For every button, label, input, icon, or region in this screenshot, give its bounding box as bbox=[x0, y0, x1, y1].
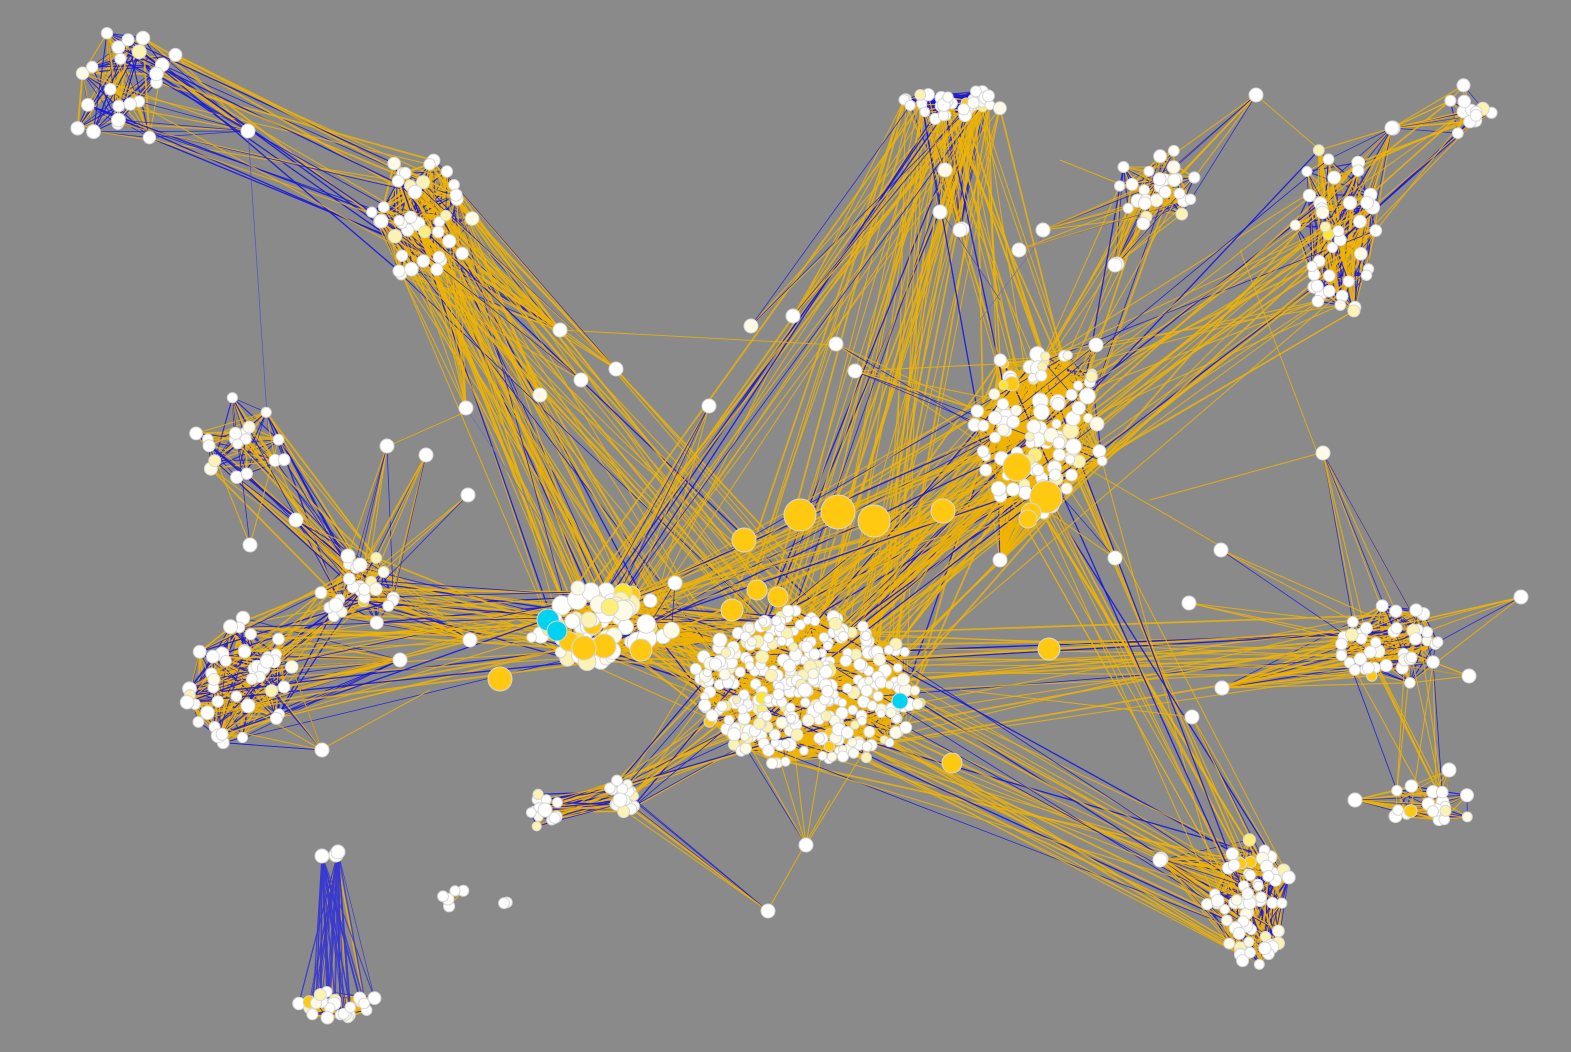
graph-edge bbox=[1353, 127, 1393, 311]
graph-edge bbox=[363, 600, 471, 641]
graph-edge bbox=[445, 215, 561, 331]
graph-edge bbox=[187, 701, 280, 715]
graph-edge bbox=[92, 64, 163, 68]
graph-edge bbox=[1348, 202, 1351, 282]
graph-edge bbox=[207, 659, 401, 714]
graph-edge bbox=[230, 626, 401, 661]
graph-edge bbox=[118, 119, 249, 132]
graph-edge bbox=[1391, 127, 1458, 134]
graph-edge bbox=[127, 39, 150, 138]
graph-edge bbox=[1045, 355, 1093, 375]
graph-edge bbox=[207, 411, 267, 440]
graph-edge bbox=[106, 33, 131, 105]
graph-edge bbox=[87, 46, 119, 106]
graph-edge bbox=[93, 130, 249, 133]
graph-edge bbox=[212, 687, 216, 728]
graph-edge bbox=[221, 659, 401, 735]
graph-edge bbox=[1131, 166, 1174, 185]
graph-edge bbox=[278, 659, 401, 715]
graph-edge bbox=[1306, 170, 1371, 196]
graph-edge bbox=[92, 54, 176, 68]
graph-edge bbox=[214, 397, 233, 461]
graph-edge bbox=[1333, 127, 1393, 178]
graph-edge bbox=[1318, 127, 1393, 151]
graph-edge bbox=[118, 105, 249, 132]
graph-edge bbox=[76, 73, 84, 129]
graph-edge bbox=[1360, 207, 1374, 254]
graph-edge bbox=[1328, 127, 1393, 160]
graph-edge bbox=[234, 439, 361, 566]
graph-edge bbox=[1391, 84, 1464, 129]
graph-edge bbox=[1311, 170, 1359, 267]
graph-edge bbox=[235, 432, 361, 566]
graph-edge bbox=[1328, 158, 1371, 196]
graph-edge bbox=[245, 431, 361, 566]
graph-edge bbox=[248, 426, 276, 461]
graph-edge bbox=[189, 678, 252, 696]
graph-edge bbox=[422, 181, 561, 331]
graph-edge bbox=[232, 397, 267, 413]
graph-edge bbox=[1311, 212, 1323, 267]
graph-edge bbox=[120, 58, 157, 83]
graph-edge bbox=[242, 617, 401, 661]
graph-edge bbox=[195, 411, 267, 434]
